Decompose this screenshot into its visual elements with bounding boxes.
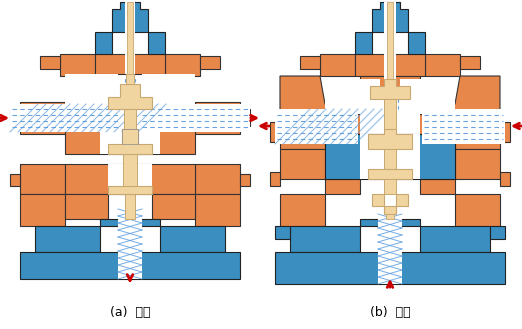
Polygon shape [280, 194, 325, 226]
Polygon shape [372, 194, 408, 214]
Polygon shape [355, 54, 425, 76]
Bar [125, 0, 135, 74]
Polygon shape [325, 79, 455, 114]
Polygon shape [65, 164, 195, 194]
Polygon shape [65, 194, 108, 219]
Polygon shape [240, 109, 250, 126]
Polygon shape [420, 179, 455, 194]
Polygon shape [20, 164, 65, 194]
Polygon shape [108, 129, 152, 154]
Polygon shape [275, 109, 358, 144]
Polygon shape [112, 2, 148, 32]
Polygon shape [280, 76, 360, 114]
Bar [118, 214, 142, 279]
Polygon shape [384, 99, 396, 134]
Polygon shape [408, 32, 425, 54]
Polygon shape [325, 114, 455, 134]
Polygon shape [360, 76, 420, 114]
Polygon shape [386, 82, 394, 134]
Polygon shape [124, 109, 136, 129]
Polygon shape [384, 149, 396, 179]
Polygon shape [270, 122, 280, 142]
Polygon shape [60, 54, 95, 76]
Polygon shape [195, 102, 240, 134]
Polygon shape [35, 219, 225, 252]
Polygon shape [275, 252, 505, 284]
Polygon shape [200, 56, 220, 69]
Polygon shape [372, 2, 408, 32]
Polygon shape [20, 252, 240, 279]
Polygon shape [500, 122, 510, 142]
Polygon shape [123, 154, 137, 186]
Polygon shape [455, 149, 500, 179]
Polygon shape [500, 172, 510, 186]
Polygon shape [195, 194, 240, 226]
Polygon shape [195, 164, 240, 194]
Polygon shape [148, 32, 165, 54]
Bar [384, 2, 396, 82]
Polygon shape [95, 54, 165, 74]
Polygon shape [10, 174, 20, 186]
Polygon shape [270, 172, 280, 186]
Polygon shape [360, 114, 420, 134]
Polygon shape [125, 194, 135, 219]
Polygon shape [165, 54, 200, 76]
Polygon shape [325, 179, 360, 194]
Text: (a)  分流: (a) 分流 [110, 306, 150, 318]
Polygon shape [320, 54, 355, 76]
Polygon shape [280, 149, 325, 179]
Polygon shape [140, 104, 250, 132]
Polygon shape [108, 84, 152, 109]
Polygon shape [65, 74, 195, 104]
Polygon shape [490, 226, 505, 239]
Polygon shape [455, 194, 500, 226]
Polygon shape [65, 102, 195, 154]
Polygon shape [40, 56, 60, 69]
Polygon shape [275, 226, 290, 239]
Polygon shape [386, 214, 394, 219]
Polygon shape [455, 114, 500, 149]
Polygon shape [240, 174, 250, 186]
Polygon shape [122, 129, 138, 144]
Polygon shape [108, 164, 152, 194]
Polygon shape [420, 76, 500, 114]
Polygon shape [460, 56, 480, 69]
Polygon shape [127, 2, 133, 74]
Polygon shape [368, 129, 412, 149]
Polygon shape [290, 219, 490, 252]
Polygon shape [95, 32, 112, 54]
Polygon shape [20, 102, 65, 134]
Polygon shape [152, 194, 195, 219]
Polygon shape [387, 2, 393, 82]
Polygon shape [360, 134, 420, 179]
Polygon shape [325, 134, 455, 179]
Polygon shape [10, 109, 20, 126]
Polygon shape [384, 179, 396, 194]
Polygon shape [422, 109, 505, 144]
Polygon shape [300, 56, 320, 69]
Polygon shape [370, 79, 410, 99]
Polygon shape [108, 186, 152, 194]
Polygon shape [280, 114, 325, 149]
Polygon shape [425, 54, 460, 76]
Polygon shape [20, 194, 65, 226]
Polygon shape [126, 74, 134, 84]
Polygon shape [10, 104, 120, 132]
Text: (b)  合流: (b) 合流 [370, 306, 410, 318]
Polygon shape [368, 169, 412, 179]
Bar [378, 214, 402, 284]
Polygon shape [100, 102, 160, 154]
Polygon shape [355, 32, 372, 54]
